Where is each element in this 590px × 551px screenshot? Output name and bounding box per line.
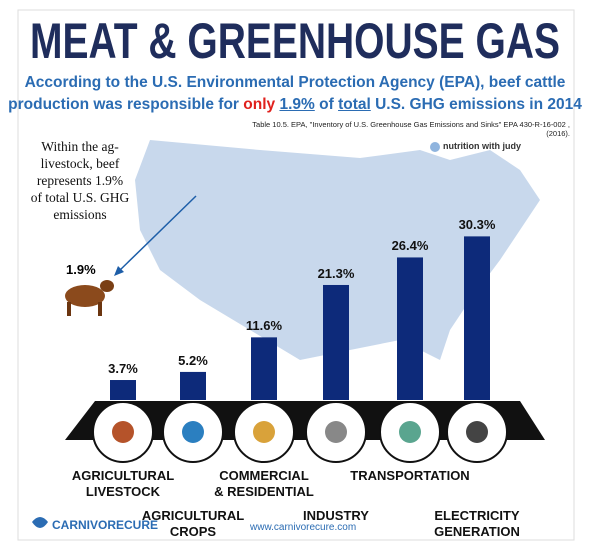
icon <box>466 421 488 443</box>
icon <box>399 421 421 443</box>
x-tick-label: AGRICULTURAL LIVESTOCK <box>71 468 175 499</box>
icon <box>325 421 347 443</box>
value-label: 5.2% <box>178 352 208 368</box>
title: MEAT & GREENHOUSE GAS <box>30 13 560 69</box>
frame <box>17 9 575 541</box>
x-tick-label: COMMERCIAL & RESIDENTIAL <box>214 468 314 499</box>
x-tick-label: ELECTRICITY GENERATION <box>434 508 520 539</box>
value-label: 30.3% <box>458 217 496 233</box>
subtitle-emphasis: 1.9% <box>279 96 315 113</box>
x-tick-label: TRANSPORTATION <box>350 468 470 483</box>
icon <box>182 421 204 443</box>
x-tick-label: AGRICULTURAL CROPS <box>141 508 245 539</box>
arrow-head <box>114 266 124 276</box>
footer-brand: CARNIVORECURE <box>52 518 159 532</box>
subtitle-text: production was responsible for <box>8 96 239 113</box>
bar <box>110 380 136 400</box>
value-label: 11.6% <box>245 318 283 334</box>
value-label: 26.4% <box>391 238 429 254</box>
bar <box>397 257 423 400</box>
value-label: 3.7% <box>108 361 138 377</box>
icon <box>112 421 134 443</box>
subtitle-text: U.S. GHG emissions in 2014 <box>375 96 582 113</box>
subtitle-text: of <box>319 96 334 113</box>
footer-logo <box>32 517 48 528</box>
icon <box>253 421 275 443</box>
brand: nutrition with judy <box>443 141 521 151</box>
bar <box>323 284 349 400</box>
bar <box>180 371 206 400</box>
bar <box>464 236 490 400</box>
subtitle-line-2: production was responsible for only 1.9%… <box>0 96 590 114</box>
subtitle-emphasis: only <box>243 96 276 113</box>
annotation-value: 1.9% <box>66 262 96 277</box>
subtitle-line-1: According to the U.S. Environmental Prot… <box>24 74 566 91</box>
subtitle-emphasis: total <box>338 96 371 113</box>
us-map <box>135 140 540 360</box>
source: Table 10.5. EPA, "Inventory of U.S. Gree… <box>252 120 570 138</box>
value-label: 21.3% <box>317 265 355 281</box>
cow <box>65 280 114 316</box>
arrow <box>117 195 197 273</box>
website: www.carnivorecure.com <box>250 522 357 533</box>
brand-dot <box>430 142 440 152</box>
bar <box>251 337 277 400</box>
annotation: Within the ag-livestock, beef represents… <box>30 139 130 222</box>
x-tick-label: INDUSTRY <box>303 508 369 523</box>
